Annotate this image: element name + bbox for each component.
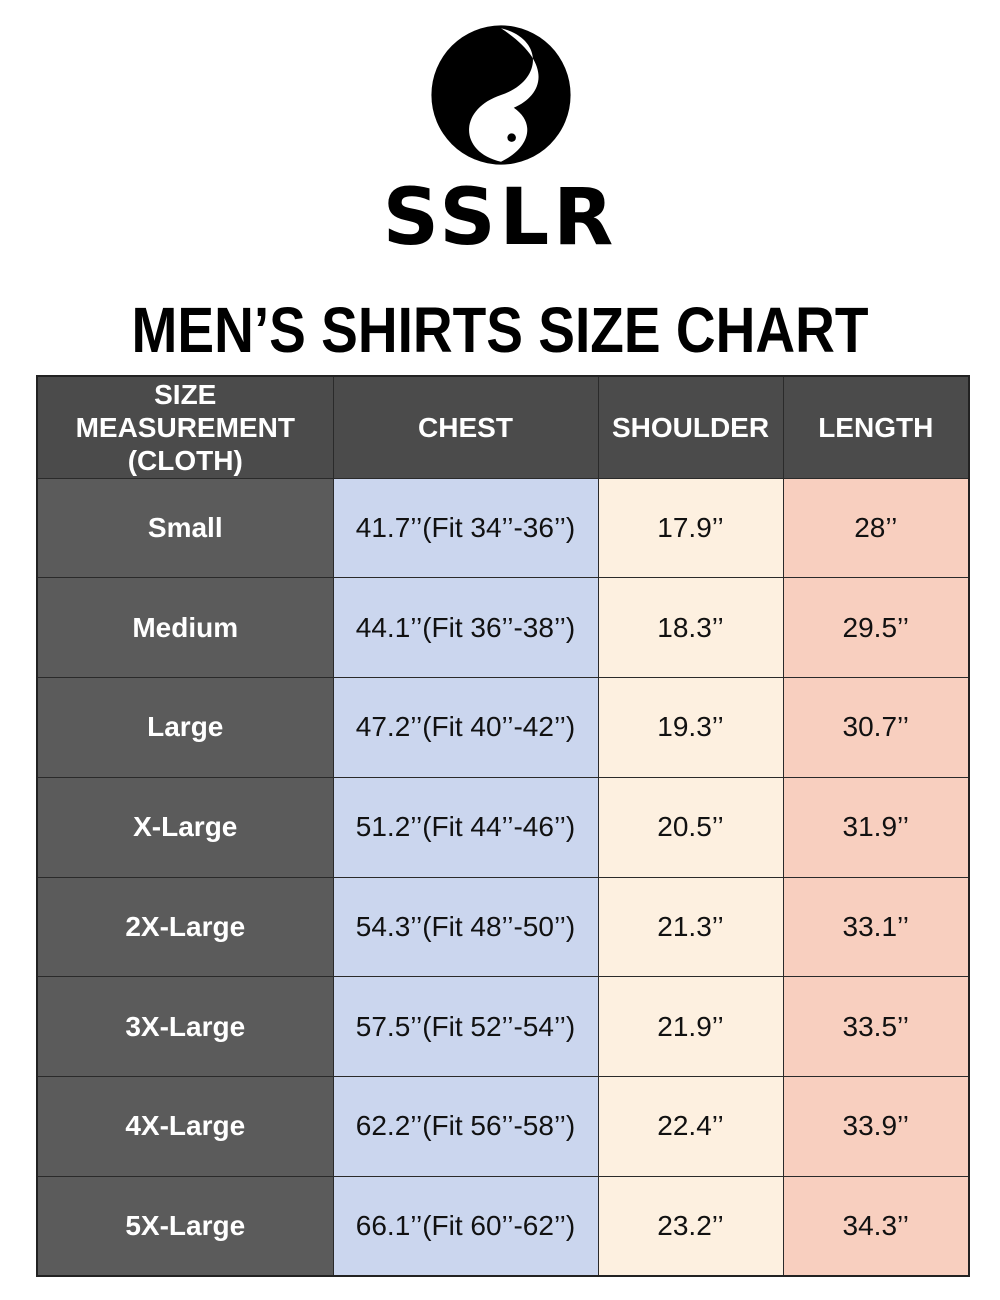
- table-row: 2X-Large 54.3’’(Fit 48’’-50’’) 21.3’’ 33…: [36, 876, 970, 978]
- shoulder-cell: 21.3’’: [597, 876, 784, 978]
- brand-name: SSLR: [382, 173, 618, 263]
- chest-cell: 41.7’’(Fit 34’’-36’’): [332, 477, 599, 579]
- shoulder-cell: 19.3’’: [597, 677, 784, 778]
- chest-cell: 62.2’’(Fit 56’’-58’’): [332, 1076, 599, 1177]
- size-cell: Medium: [36, 577, 334, 678]
- chest-cell: 47.2’’(Fit 40’’-42’’): [332, 677, 599, 778]
- table-row: Small 41.7’’(Fit 34’’-36’’) 17.9’’ 28’’: [36, 477, 970, 579]
- table-row: 5X-Large 66.1’’(Fit 60’’-62’’) 23.2’’ 34…: [36, 1175, 970, 1277]
- yin-yang-icon: [430, 24, 572, 166]
- shoulder-cell: 20.5’’: [597, 776, 784, 878]
- chest-cell: 51.2’’(Fit 44’’-46’’): [332, 776, 599, 878]
- shoulder-cell: 23.2’’: [597, 1175, 784, 1277]
- length-cell: 28’’: [782, 477, 970, 579]
- size-cell: X-Large: [36, 776, 334, 878]
- table-row: Large 47.2’’(Fit 40’’-42’’) 19.3’’ 30.7’…: [36, 677, 970, 778]
- length-cell: 31.9’’: [782, 776, 970, 878]
- chest-cell: 54.3’’(Fit 48’’-50’’): [332, 876, 599, 978]
- chest-cell: 66.1’’(Fit 60’’-62’’): [332, 1175, 599, 1277]
- length-cell: 29.5’’: [782, 577, 970, 678]
- shoulder-cell: 18.3’’: [597, 577, 784, 678]
- size-chart-table: SIZE MEASUREMENT (CLOTH) CHEST SHOULDER …: [36, 375, 970, 1277]
- size-cell: Large: [36, 677, 334, 778]
- shoulder-cell: 22.4’’: [597, 1076, 784, 1177]
- table-header-row: SIZE MEASUREMENT (CLOTH) CHEST SHOULDER …: [36, 375, 970, 479]
- size-cell: 2X-Large: [36, 876, 334, 978]
- shoulder-cell: 21.9’’: [597, 976, 784, 1077]
- chest-cell: 44.1’’(Fit 36’’-38’’): [332, 577, 599, 678]
- header-size-measurement: SIZE MEASUREMENT (CLOTH): [36, 375, 334, 479]
- length-cell: 33.9’’: [782, 1076, 970, 1177]
- length-cell: 30.7’’: [782, 677, 970, 778]
- length-cell: 34.3’’: [782, 1175, 970, 1277]
- header-chest: CHEST: [332, 375, 599, 479]
- table-row: Medium 44.1’’(Fit 36’’-38’’) 18.3’’ 29.5…: [36, 577, 970, 678]
- yin-yang-logo-svg: [431, 25, 571, 165]
- header-length: LENGTH: [782, 375, 970, 479]
- table-row: 3X-Large 57.5’’(Fit 52’’-54’’) 21.9’’ 33…: [36, 976, 970, 1077]
- header-shoulder: SHOULDER: [597, 375, 784, 479]
- length-cell: 33.1’’: [782, 876, 970, 978]
- length-cell: 33.5’’: [782, 976, 970, 1077]
- table-row: 4X-Large 62.2’’(Fit 56’’-58’’) 22.4’’ 33…: [36, 1076, 970, 1177]
- table-row: X-Large 51.2’’(Fit 44’’-46’’) 20.5’’ 31.…: [36, 776, 970, 878]
- page-title: MEN’S SHIRTS SIZE CHART: [131, 294, 869, 366]
- size-cell: 3X-Large: [36, 976, 334, 1077]
- chest-cell: 57.5’’(Fit 52’’-54’’): [332, 976, 599, 1077]
- size-cell: 5X-Large: [36, 1175, 334, 1277]
- size-cell: 4X-Large: [36, 1076, 334, 1177]
- shoulder-cell: 17.9’’: [597, 477, 784, 579]
- size-cell: Small: [36, 477, 334, 579]
